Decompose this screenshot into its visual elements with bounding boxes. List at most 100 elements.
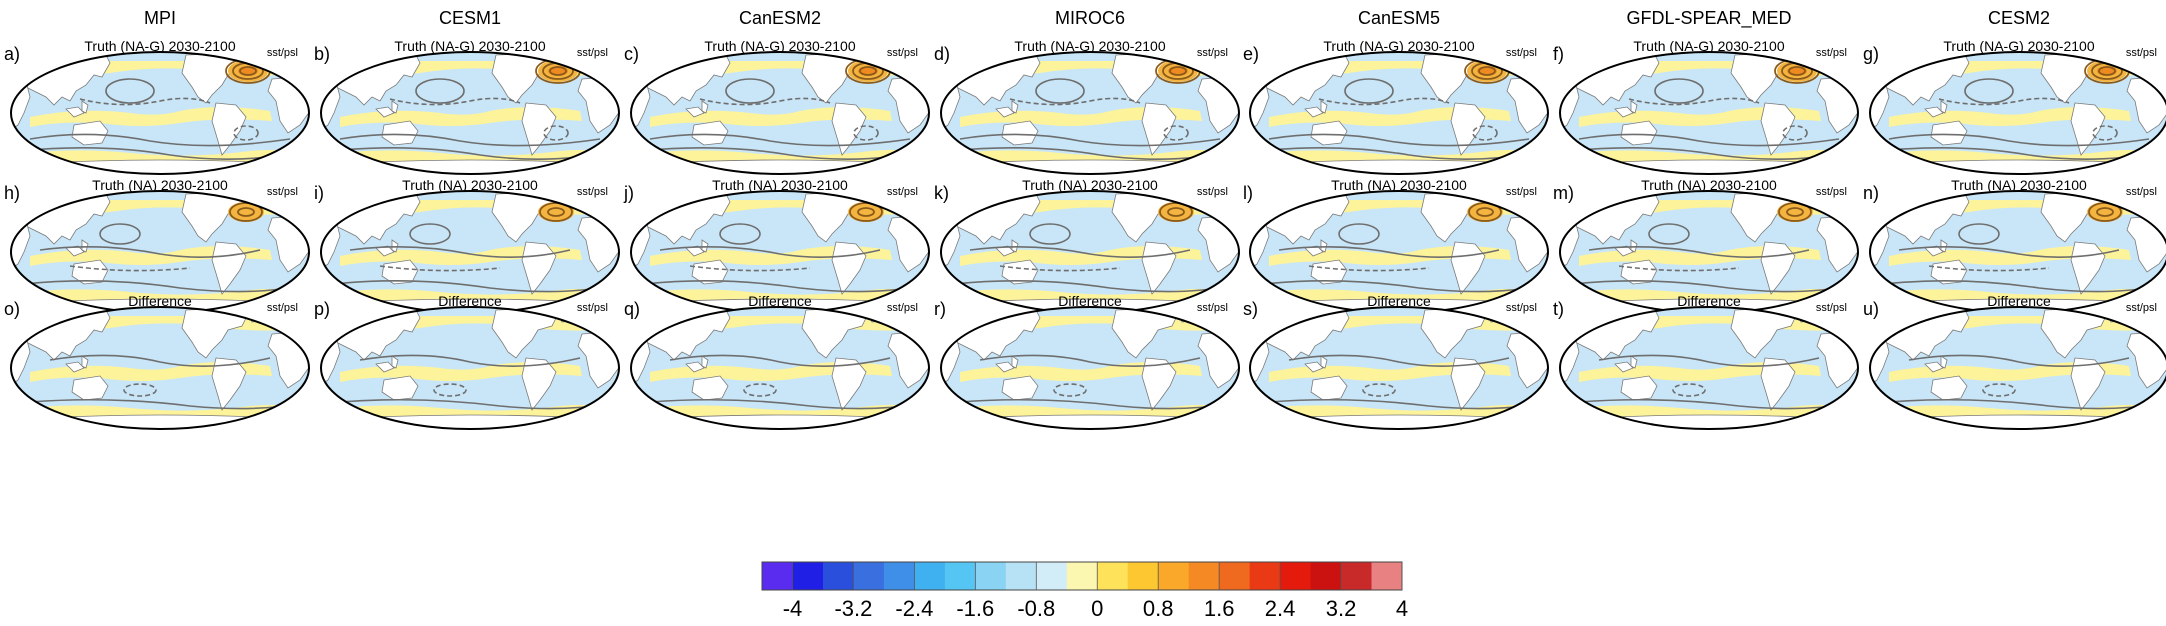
colorbar-tick-label: 2.4 [1265,596,1296,621]
colorbar-swatch [1219,562,1251,590]
variable-label: sst/psl [267,47,298,59]
panel-subtitle: Truth (NA) 2030-2100 [1641,177,1777,193]
variable-label: sst/psl [887,47,918,59]
colorbar-swatch [822,562,854,590]
colorbar-tick-label: 3.2 [1326,596,1357,621]
colorbar-tick-label: -1.6 [956,596,994,621]
panel-letter: e) [1243,44,1259,64]
model-title: CanESM5 [1358,8,1440,28]
panel-subtitle: Truth (NA-G) 2030-2100 [84,38,235,54]
map-panel: q) Difference sst/psl [624,293,930,430]
map-body [940,306,1240,430]
colorbar-tick-label: 4 [1396,596,1408,621]
map-body [1869,51,2166,175]
panel-letter: k) [934,183,949,203]
panel-subtitle: Truth (NA) 2030-2100 [1331,177,1467,193]
colorbar-swatch [1188,562,1220,590]
variable-label: sst/psl [1197,47,1228,59]
map-panel: g) Truth (NA-G) 2030-2100 sst/psl [1863,38,2166,175]
map-panel: i) Truth (NA) 2030-2100 sst/psl [314,177,620,314]
map-panel: a) Truth (NA-G) 2030-2100 sst/psl [4,38,310,175]
variable-label: sst/psl [1506,302,1537,314]
variable-label: sst/psl [2126,302,2157,314]
map-body [1249,306,1549,430]
variable-label: sst/psl [577,186,608,198]
variable-label: sst/psl [1197,302,1228,314]
map-body [320,306,620,430]
panel-letter: t) [1553,299,1564,319]
map-body [940,51,1240,175]
variable-label: sst/psl [887,186,918,198]
map-panel: c) Truth (NA-G) 2030-2100 sst/psl [624,38,930,175]
panel-subtitle: Truth (NA-G) 2030-2100 [1014,38,1165,54]
panel-letter: r) [934,299,946,319]
panel-letter: o) [4,299,20,319]
model-title: CanESM2 [739,8,821,28]
map-body [10,51,310,175]
variable-label: sst/psl [1506,47,1537,59]
variable-label: sst/psl [1506,186,1537,198]
colorbar-swatch [1249,562,1281,590]
panel-subtitle: Truth (NA-G) 2030-2100 [704,38,855,54]
map-panel: o) Difference sst/psl [4,293,310,430]
panel-subtitle: Truth (NA) 2030-2100 [1951,177,2087,193]
variable-label: sst/psl [1816,47,1847,59]
panel-letter: h) [4,183,20,203]
variable-label: sst/psl [2126,47,2157,59]
panel-letter: d) [934,44,950,64]
model-title: CESM1 [439,8,501,28]
colorbar-swatch [1341,562,1373,590]
colorbar-tick-label: -0.8 [1017,596,1055,621]
panel-letter: b) [314,44,330,64]
map-body [10,306,310,430]
map-body [1869,306,2166,430]
panel-subtitle: Truth (NA) 2030-2100 [92,177,228,193]
colorbar-tick-label: -2.4 [895,596,933,621]
map-panel: u) Difference sst/psl [1863,293,2166,430]
panel-letter: n) [1863,183,1879,203]
panel-subtitle: Difference [438,293,502,309]
colorbar-tick-label: 0.8 [1143,596,1174,621]
variable-label: sst/psl [887,302,918,314]
map-body [1249,51,1549,175]
panel-subtitle: Truth (NA-G) 2030-2100 [1323,38,1474,54]
map-body [1559,306,1859,430]
map-panel: b) Truth (NA-G) 2030-2100 sst/psl [314,38,620,175]
panel-subtitle: Truth (NA-G) 2030-2100 [1633,38,1784,54]
panel-subtitle: Difference [128,293,192,309]
colorbar-swatch [762,562,793,590]
colorbar-swatch [1066,562,1098,590]
colorbar-tick-label: -4 [783,596,803,621]
panel-subtitle: Truth (NA) 2030-2100 [712,177,848,193]
colorbar-swatch [1097,562,1129,590]
colorbar-swatch [944,562,976,590]
panel-letter: u) [1863,299,1879,319]
panel-letter: s) [1243,299,1258,319]
panel-letter: j) [623,183,634,203]
colorbar-swatch [1036,562,1068,590]
map-body [1559,51,1859,175]
map-panel: j) Truth (NA) 2030-2100 sst/psl [623,177,930,314]
map-panel: e) Truth (NA-G) 2030-2100 sst/psl [1243,38,1549,175]
map-panel: s) Difference sst/psl [1243,293,1549,430]
colorbar-swatch [975,562,1007,590]
panel-subtitle: Difference [1987,293,2051,309]
panel-grid: a) Truth (NA-G) 2030-2100 sst/psl b) Truth (… [4,38,2166,430]
map-body [630,306,930,430]
model-title: GFDL-SPEAR_MED [1626,8,1791,29]
variable-label: sst/psl [577,302,608,314]
variable-label: sst/psl [1816,186,1847,198]
colorbar-swatch [1127,562,1159,590]
map-panel: h) Truth (NA) 2030-2100 sst/psl [4,177,310,314]
panel-subtitle: Difference [1677,293,1741,309]
map-panel: d) Truth (NA-G) 2030-2100 sst/psl [934,38,1240,175]
colorbar-tick-label: 1.6 [1204,596,1235,621]
panel-subtitle: Difference [1367,293,1431,309]
map-panel: l) Truth (NA) 2030-2100 sst/psl [1243,177,1549,314]
colorbar-swatch [792,562,824,590]
panel-subtitle: Difference [748,293,812,309]
panel-letter: f) [1553,44,1564,64]
colorbar-swatch [1280,562,1312,590]
variable-label: sst/psl [2126,186,2157,198]
